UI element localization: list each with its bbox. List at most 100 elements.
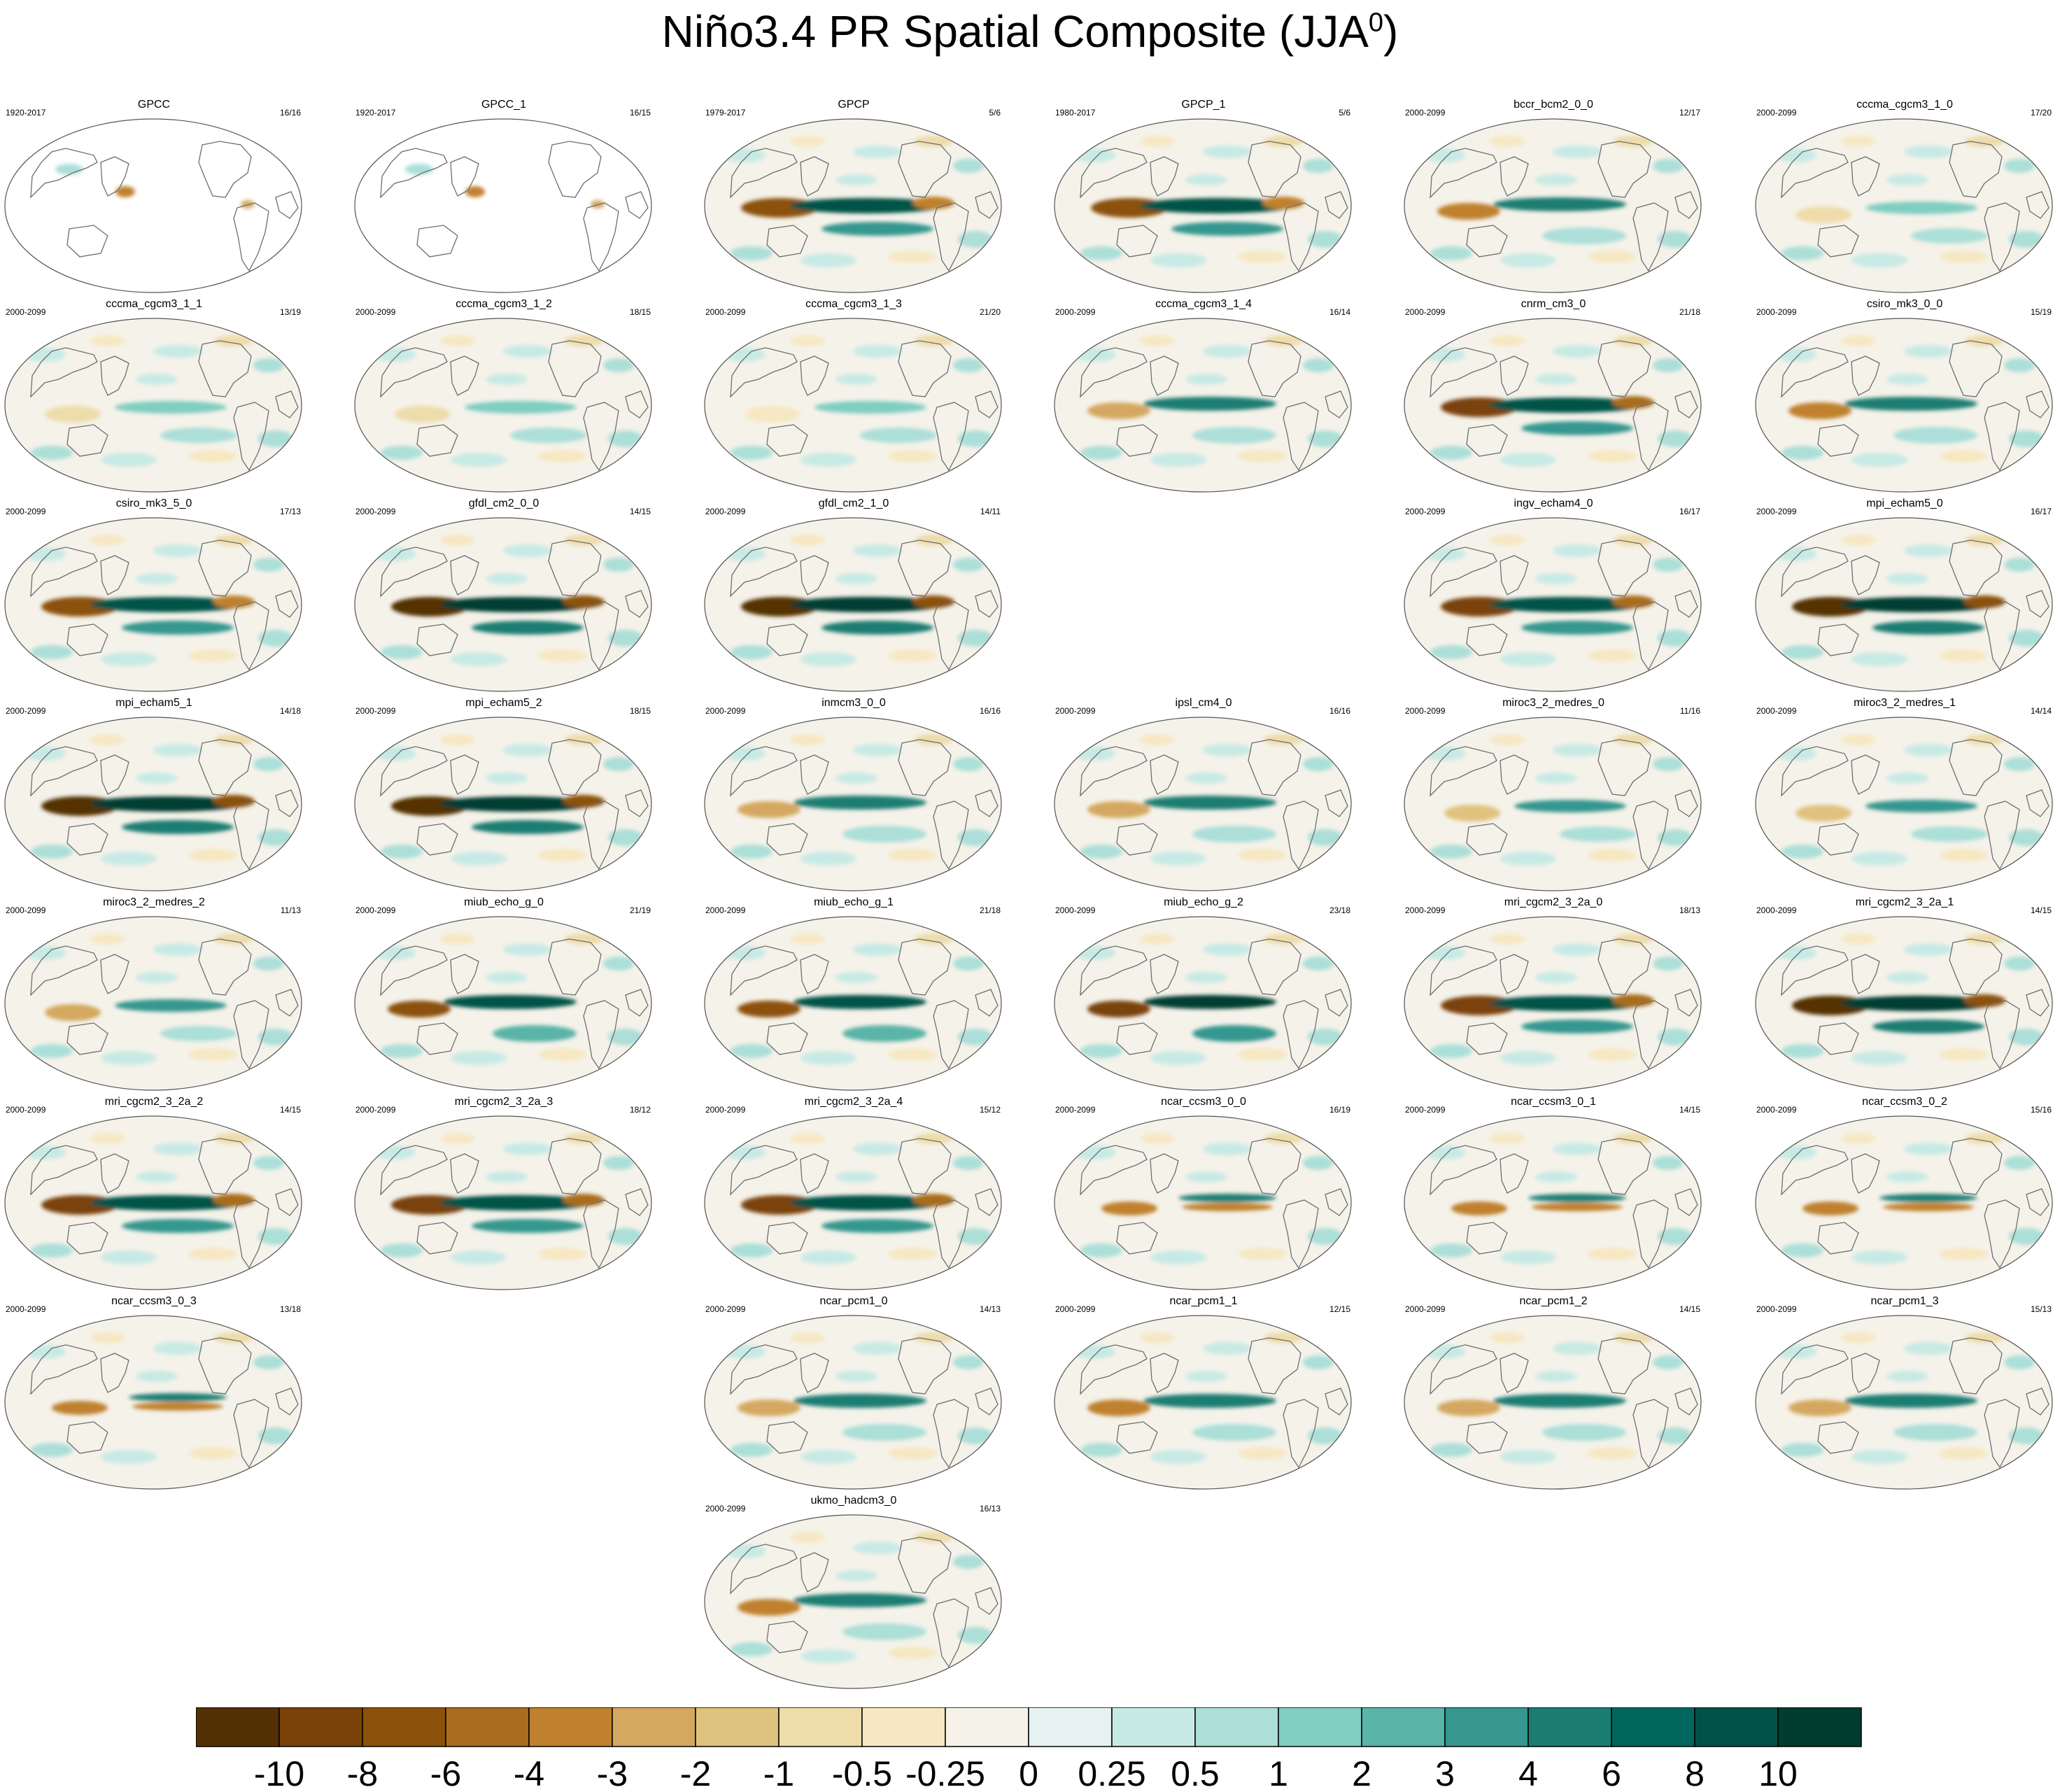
map-border <box>354 717 652 891</box>
weak-anomaly <box>1851 852 1907 866</box>
weak-anomaly <box>2009 630 2044 647</box>
wet-anomaly <box>821 1219 933 1233</box>
panel-event-count: 11/13 <box>280 905 301 915</box>
coastline <box>1781 746 1849 797</box>
coastline <box>1657 524 1679 542</box>
coastline <box>1781 347 1849 398</box>
weak-anomaly <box>853 744 902 756</box>
weak-anomaly <box>451 652 507 666</box>
coastline <box>1307 724 1329 742</box>
panel-title: miroc3_2_medres_1 <box>1854 697 1956 709</box>
panel-title: cccma_cgcm3_1_0 <box>1856 99 1953 111</box>
coastline <box>933 202 969 272</box>
weak-anomaly <box>1775 148 1816 162</box>
coastline <box>1116 1222 1158 1255</box>
map-border <box>354 318 652 493</box>
coastline <box>66 623 108 656</box>
coastline <box>1325 1188 1348 1216</box>
weak-anomaly <box>1939 251 1988 263</box>
dry-anomaly <box>563 595 605 608</box>
dry-anomaly <box>1796 206 1851 223</box>
weak-anomaly <box>24 1145 66 1159</box>
coastline <box>1674 390 1698 418</box>
weak-anomaly <box>1775 1345 1816 1359</box>
weak-anomaly <box>1653 558 1684 572</box>
coastline <box>1500 754 1529 795</box>
weak-anomaly <box>1653 957 1684 971</box>
weak-anomaly <box>451 852 507 866</box>
weak-anomaly <box>136 573 178 584</box>
coastline <box>1632 202 1669 272</box>
weak-anomaly <box>564 535 603 546</box>
panel-title: cccma_cgcm3_1_2 <box>456 298 552 310</box>
dry-anomaly <box>1612 994 1654 1007</box>
coastline <box>1466 623 1508 656</box>
map-svg <box>4 118 302 293</box>
coastline <box>975 989 999 1017</box>
weak-anomaly <box>1140 136 1175 147</box>
coastline <box>607 923 630 941</box>
panel-period: 2000-2099 <box>705 507 746 516</box>
wet-anomaly <box>1178 1194 1276 1202</box>
coastline <box>1851 1153 1880 1194</box>
map-panel: gfdl_cm2_1_0 2000-2099 14/11 <box>700 497 1008 694</box>
map-border <box>1755 916 2053 1091</box>
map-background <box>5 119 302 292</box>
coastline <box>30 746 98 797</box>
weak-anomaly <box>1614 1133 1653 1144</box>
map-svg <box>354 517 652 692</box>
weak-anomaly <box>953 1355 984 1369</box>
dry-anomaly <box>738 1599 800 1616</box>
coastline <box>1984 1199 2020 1269</box>
weak-anomaly <box>503 345 552 358</box>
wet-anomaly <box>1528 1194 1626 1202</box>
coastline <box>233 1399 269 1469</box>
weak-anomaly <box>731 246 772 260</box>
coastline <box>957 1521 980 1539</box>
wet-anomaly <box>122 820 234 834</box>
panel-period: 2000-2099 <box>1756 706 1797 716</box>
coastline <box>933 1000 969 1070</box>
weak-anomaly <box>1851 1450 1907 1464</box>
coastline <box>1657 923 1679 941</box>
weak-anomaly <box>1150 1051 1206 1065</box>
coastline <box>1674 789 1698 817</box>
weak-anomaly <box>1500 453 1556 467</box>
map-svg <box>1054 118 1352 293</box>
weak-anomaly <box>853 1342 902 1355</box>
weak-anomaly <box>1965 933 2004 945</box>
wet-anomaly <box>440 1195 594 1211</box>
coastline <box>1984 601 2020 671</box>
weak-anomaly <box>1782 645 1823 659</box>
panel-event-count: 16/15 <box>629 108 651 118</box>
wet-anomaly <box>115 999 227 1012</box>
weak-anomaly <box>1423 1345 1465 1359</box>
weak-anomaly <box>374 747 416 761</box>
map-panel: miroc3_2_medres_0 2000-2099 11/16 <box>1399 696 1707 894</box>
weak-anomaly <box>888 1646 937 1659</box>
panel-period: 2000-2099 <box>1756 1105 1797 1115</box>
map-panel: GPCC 1920-2017 16/16 <box>0 98 308 295</box>
weak-anomaly <box>24 348 66 362</box>
weak-anomaly <box>835 1371 877 1382</box>
coastline <box>548 938 602 996</box>
coastline <box>2008 125 2031 143</box>
weak-anomaly <box>1308 1427 1343 1444</box>
weak-anomaly <box>1308 231 1343 248</box>
coastline <box>1984 202 2020 272</box>
weak-anomaly <box>1904 943 1953 956</box>
weak-anomaly <box>2004 159 2035 173</box>
coastline <box>975 590 999 618</box>
panel-period: 2000-2099 <box>705 1105 746 1115</box>
coastline <box>975 1388 999 1416</box>
weak-anomaly <box>258 1029 293 1045</box>
weak-anomaly <box>1782 446 1823 460</box>
coastline <box>1851 954 1880 994</box>
coastline <box>1430 546 1497 598</box>
panel-event-count: 16/17 <box>1679 507 1700 516</box>
colorbar-tick-label: 2 <box>1352 1754 1371 1792</box>
coastline <box>583 601 619 671</box>
coastline <box>1817 623 1859 656</box>
weak-anomaly <box>1851 253 1907 267</box>
panel-title: miub_echo_g_1 <box>814 896 894 908</box>
